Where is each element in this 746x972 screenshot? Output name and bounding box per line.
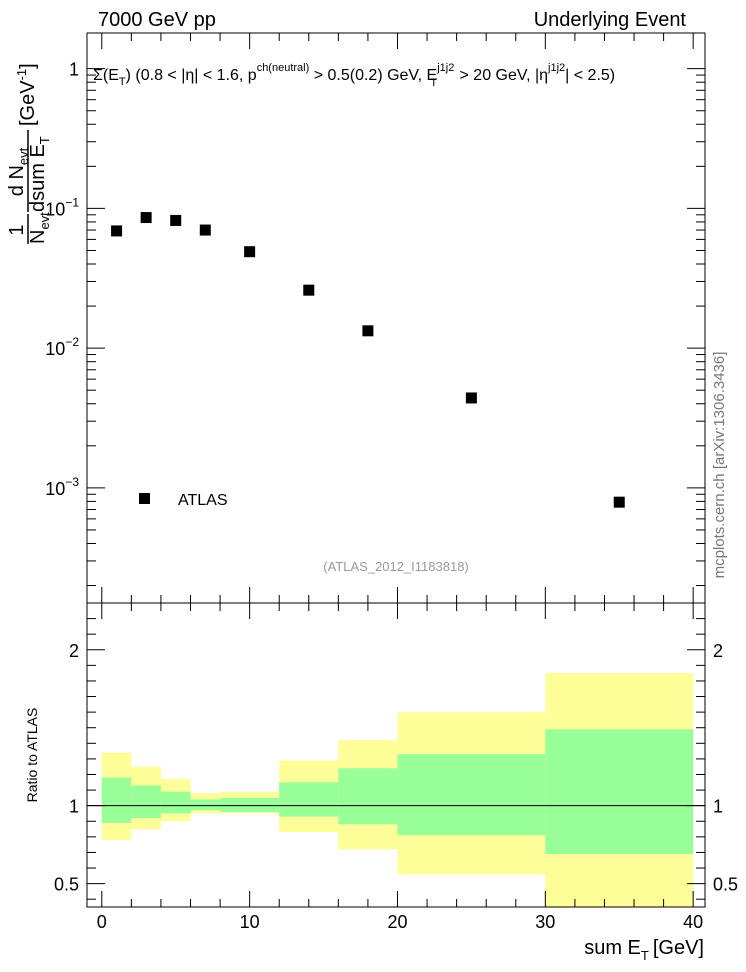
data-point-atlas <box>303 284 315 296</box>
data-point-atlas <box>465 392 477 404</box>
ratio-y-tick-label-left: 0.5 <box>54 875 79 895</box>
ylabel-unit: [GeV-1] <box>14 63 39 126</box>
ratio-plot-frame <box>86 602 706 908</box>
x-tick-label: 30 <box>535 912 555 932</box>
data-point-atlas <box>140 212 152 224</box>
x-tick-label: 0 <box>97 912 107 932</box>
ratio-y-tick-label-right: 0.5 <box>713 875 738 895</box>
main-plot-panel: 1 10−1 10−2 10−3 Σ(ET) (0.8 < |η| < 1.6, pc… <box>6 32 706 604</box>
ylabel-dsum: dsum ET <box>27 136 52 212</box>
data-point-atlas <box>170 214 182 226</box>
data-point-atlas <box>244 246 256 258</box>
y-tick-label: 10−3 <box>45 475 79 499</box>
uncertainty-band-inner <box>545 729 694 854</box>
uncertainty-band-inner <box>131 785 161 819</box>
main-y-axis-label: 1 Nevt d Nevt dsum ET [GeV-1] <box>6 63 52 244</box>
data-point-atlas <box>199 224 211 236</box>
x-tick-label: 20 <box>387 912 407 932</box>
y-tick-label: 10−2 <box>45 335 79 359</box>
main-plot-frame <box>86 32 706 604</box>
data-point-atlas <box>111 225 123 237</box>
y-tick-label: 10−1 <box>45 195 79 219</box>
uncertainty-band-inner <box>279 782 339 817</box>
uncertainty-band-inner <box>101 777 132 823</box>
main-title: Σ(ET) (0.8 < |η| < 1.6, pch(neutral) > 0… <box>93 62 615 89</box>
ratio-y-tick-label-left: 2 <box>69 641 79 661</box>
data-point-atlas <box>613 496 625 508</box>
process-label: Underlying Event <box>534 9 687 31</box>
ratio-y-tick-label-left: 1 <box>69 797 79 817</box>
analysis-id-annotation: (ATLAS_2012_I1183818) <box>323 559 469 574</box>
x-axis-label: sum ET [GeV] <box>584 937 704 963</box>
uncertainty-band-inner <box>338 768 398 825</box>
energy-label: 7000 GeV pp <box>98 9 216 31</box>
uncertainty-band-inner <box>220 797 280 812</box>
mcplots-source-label: mcplots.cern.ch [arXiv:1306.3436] <box>711 352 728 579</box>
ratio-y-axis-label: Ratio to ATLAS <box>24 708 40 803</box>
x-tick-label: 40 <box>683 912 703 932</box>
data-point-atlas <box>362 325 374 337</box>
ratio-plot-panel: 0.5 0.51 12 20 10 20 30 40 Ratio to ATLAS sum E… <box>24 602 738 963</box>
ratio-y-tick-label-right: 2 <box>713 641 723 661</box>
legend-label-atlas: ATLAS <box>178 492 228 509</box>
uncertainty-band-inner <box>397 754 546 836</box>
legend-marker-atlas <box>139 493 150 504</box>
x-tick-label: 10 <box>240 912 260 932</box>
uncertainty-band-inner <box>190 799 221 811</box>
ylabel-nevt: Nevt <box>27 212 52 244</box>
ratio-y-tick-label-right: 1 <box>713 797 723 817</box>
y-tick-label: 1 <box>69 60 79 80</box>
ylabel-one: 1 <box>6 224 28 235</box>
uncertainty-band-inner <box>160 791 191 814</box>
